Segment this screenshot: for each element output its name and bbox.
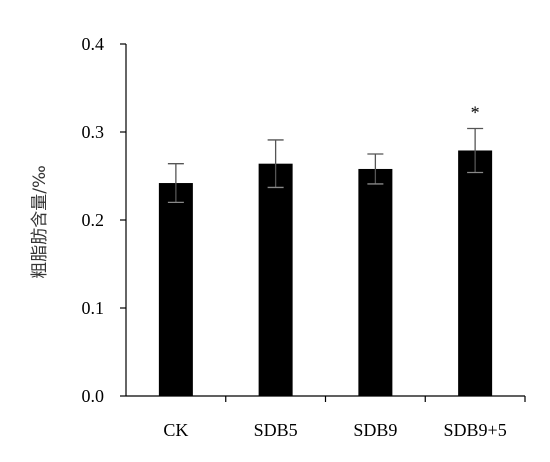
bar-ck	[158, 183, 193, 396]
x-tick-label: SDB5	[254, 420, 298, 440]
y-tick-label: 0.0	[82, 386, 105, 406]
y-tick-label: 0.3	[82, 122, 105, 142]
x-tick-label: SDB9	[353, 420, 397, 440]
y-tick-label: 0.2	[82, 210, 105, 230]
y-tick-label: 0.4	[82, 34, 105, 54]
bars	[158, 150, 493, 396]
y-tick-label: 0.1	[82, 298, 105, 318]
bar-sdb9	[358, 168, 393, 396]
y-axis-label: 粗脂肪含量/‰	[30, 165, 50, 279]
bar-sdb5	[258, 163, 293, 396]
labels: 0.0 0.1 0.2 0.3 0.4 CK SDB5 SDB9 SDB9+5 *	[82, 34, 507, 440]
error-bars	[167, 127, 484, 204]
x-tick-label: CK	[163, 420, 188, 440]
significance-marker: *	[471, 102, 480, 122]
bar-sdb9-5	[458, 150, 493, 396]
x-tick-label: SDB9+5	[444, 420, 507, 440]
